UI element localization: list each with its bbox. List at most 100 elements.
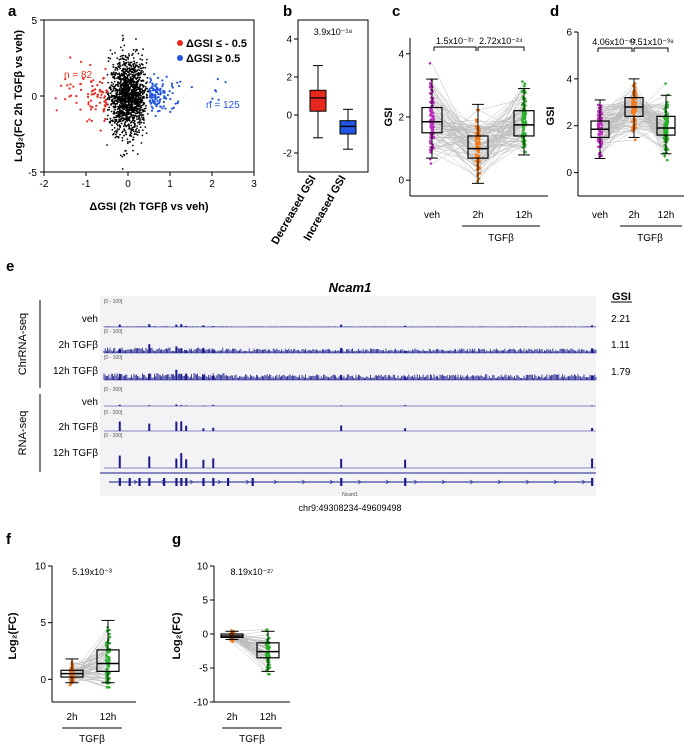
- scatter-point: [120, 110, 123, 113]
- scatter-point-decreased: [105, 101, 108, 104]
- scatter-point: [109, 92, 112, 95]
- scatter-point: [112, 94, 115, 97]
- box-0-box: [421, 106, 443, 134]
- scatter-point: [114, 116, 117, 119]
- exon-peak: [591, 405, 594, 406]
- data-point: [428, 61, 432, 65]
- scatter-point: [133, 130, 135, 133]
- scatter-point: [111, 94, 114, 97]
- data-point: [520, 119, 524, 122]
- track-range: [0 - 100]: [104, 329, 123, 335]
- scatter-point: [137, 68, 139, 71]
- ytick-label: 10: [35, 562, 47, 573]
- scatter-point: [123, 103, 126, 105]
- scatter-point: [124, 89, 127, 92]
- scatter-point: [135, 61, 138, 64]
- scatter-point-increased: [171, 86, 174, 89]
- scatter-point: [108, 97, 111, 99]
- scatter-point: [123, 134, 125, 137]
- paired-line: [431, 110, 479, 169]
- paired-line: [431, 119, 479, 126]
- track-range: [0 - 200]: [104, 433, 123, 439]
- paired-line: [477, 105, 525, 140]
- scatter-point: [122, 84, 124, 87]
- scatter-point: [129, 99, 132, 102]
- scatter-point: [127, 103, 130, 106]
- ytick-label: -10: [194, 698, 209, 709]
- scatter-point: [131, 88, 134, 91]
- exon-peak: [202, 347, 205, 353]
- panel-c-label: c: [392, 3, 400, 20]
- panel-b-label: b: [283, 3, 292, 20]
- scatter-point-increased: [151, 84, 154, 88]
- scatter-point: [145, 62, 148, 64]
- scatter-point-decreased: [105, 103, 108, 106]
- paired-line: [477, 112, 525, 182]
- scatter-point-decreased: [98, 101, 101, 104]
- scatter-point: [118, 118, 121, 121]
- scatter-point: [112, 133, 114, 136]
- data-point: [663, 140, 667, 143]
- scatter-point: [124, 149, 127, 152]
- data-point: [429, 151, 433, 154]
- exon-block: [340, 478, 343, 486]
- panel-c-p2: 2.72x10⁻²⁴: [479, 36, 523, 46]
- scatter-point: [139, 67, 142, 70]
- scatter-point: [119, 154, 122, 157]
- exon-peak: [591, 375, 594, 380]
- ytick-label: 10: [197, 562, 209, 573]
- exon-block: [148, 478, 151, 486]
- track-gsi: 2.21: [611, 314, 631, 325]
- strand-arrow: [525, 479, 530, 485]
- scatter-point-increased: [162, 89, 165, 92]
- scatter-point: [120, 96, 122, 98]
- scatter-point: [140, 95, 143, 97]
- scatter-point: [127, 58, 130, 60]
- scatter-point: [135, 38, 137, 40]
- scatter-point-increased: [217, 98, 220, 101]
- paired-line: [431, 133, 479, 139]
- scatter-point: [114, 69, 117, 71]
- scatter-point: [114, 120, 116, 123]
- scatter-point-increased: [161, 85, 164, 88]
- scatter-point: [146, 76, 149, 79]
- scatter-point: [114, 102, 117, 105]
- data-point: [108, 685, 111, 689]
- panel-d-group: TGFβ: [637, 233, 663, 244]
- data-point: [108, 641, 112, 645]
- paired-line: [477, 129, 525, 145]
- scatter-point: [123, 118, 126, 121]
- scatter-point: [119, 78, 122, 80]
- ytick-label: 6: [566, 28, 572, 39]
- panel-d-boxes: [590, 78, 676, 162]
- scatter-point: [139, 85, 141, 88]
- scatter-point: [139, 76, 142, 79]
- scatter-point: [112, 76, 114, 79]
- paired-line: [599, 98, 635, 142]
- scatter-point: [125, 59, 128, 62]
- scatter-point: [125, 133, 128, 136]
- scatter-point: [132, 95, 135, 98]
- scatter-point: [141, 134, 144, 137]
- scatter-point: [140, 72, 143, 75]
- data-point: [107, 665, 111, 668]
- scatter-point: [134, 91, 137, 94]
- exon-block: [118, 478, 121, 486]
- track-name: 12h TGFβ: [53, 448, 98, 459]
- scatter-point: [107, 81, 110, 84]
- scatter-point: [146, 81, 148, 84]
- scatter-point: [116, 102, 118, 105]
- scatter-point: [120, 72, 123, 75]
- scatter-point: [114, 89, 117, 92]
- paired-line: [431, 120, 479, 153]
- data-point: [477, 177, 481, 181]
- scatter-point: [138, 90, 141, 93]
- scatter-point: [124, 68, 127, 71]
- scatter-point-increased: [162, 100, 166, 104]
- track-name: veh: [82, 314, 98, 325]
- scatter-point: [138, 131, 141, 134]
- d-cat-2h: 2h: [628, 210, 639, 221]
- data-point: [429, 100, 432, 104]
- scatter-point: [123, 89, 126, 92]
- exon-peak: [180, 348, 183, 353]
